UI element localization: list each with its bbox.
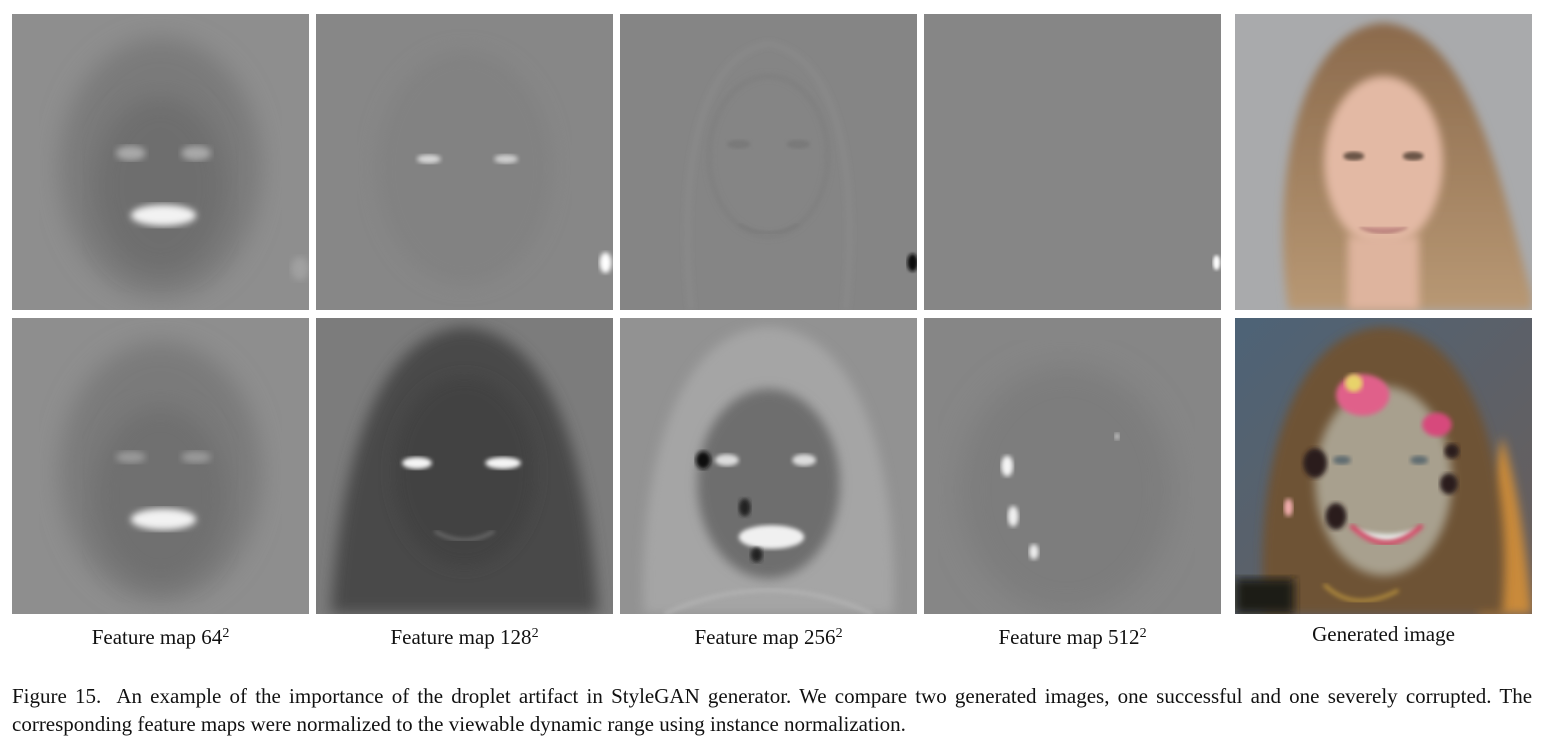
column-label-128: Feature map 1282: [390, 625, 539, 649]
column-label-generated: Generated image: [1312, 622, 1455, 646]
generated-image-corrupted: [1235, 318, 1532, 614]
feature-map-128-successful: [316, 14, 613, 310]
column-label-512: Feature map 5122: [998, 625, 1147, 649]
feature-map-256-corrupted: [620, 318, 917, 614]
column-label-256: Feature map 2562: [694, 625, 843, 649]
figure-caption: Figure 15. An example of the importance …: [12, 682, 1532, 738]
feature-map-512-successful: [924, 14, 1221, 310]
feature-map-64-successful: [12, 14, 309, 310]
generated-image-successful: [1235, 14, 1532, 310]
feature-map-512-corrupted: [924, 318, 1221, 614]
column-label-64: Feature map 642: [91, 625, 230, 649]
feature-map-128-corrupted: [316, 318, 613, 614]
feature-map-256-successful: [620, 14, 917, 310]
figure-number: Figure 15.: [12, 684, 102, 708]
caption-text: An example of the importance of the drop…: [12, 684, 1533, 736]
feature-map-64-corrupted: [12, 318, 309, 614]
